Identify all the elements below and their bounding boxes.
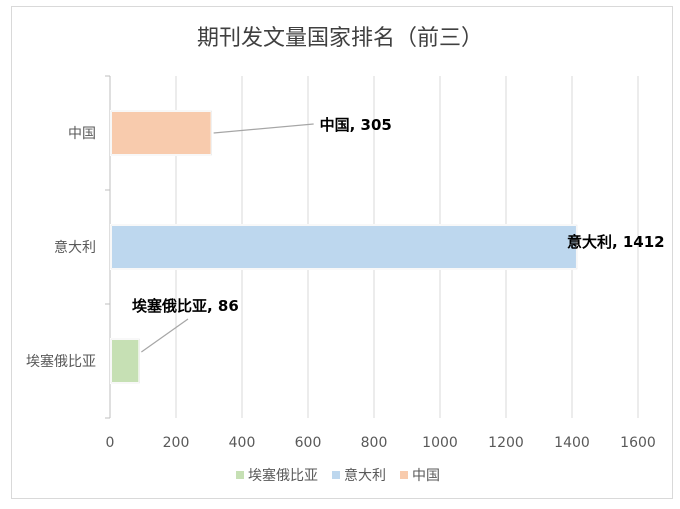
bar-outline <box>110 110 212 156</box>
x-tick-label: 200 <box>163 435 190 451</box>
bar-outline <box>110 224 578 270</box>
x-tick-label: 0 <box>106 435 115 451</box>
x-tick-label: 600 <box>295 435 322 451</box>
x-tick-label: 1400 <box>554 435 590 451</box>
leader-lines <box>141 123 314 353</box>
x-tick-label: 800 <box>361 435 388 451</box>
category-label: 意大利 <box>54 239 96 256</box>
category-label: 中国 <box>68 126 96 142</box>
x-tick-label: 1000 <box>422 435 458 451</box>
category-labels: 埃塞俄比亚 意大利 中国 <box>26 126 96 370</box>
legend-swatch <box>400 471 408 479</box>
legend: 埃塞俄比亚 意大利 中国 <box>236 467 440 484</box>
bars <box>110 110 578 384</box>
data-label: 意大利, 1412 <box>567 233 665 251</box>
bar <box>110 224 578 270</box>
x-tick-label: 400 <box>229 435 256 451</box>
legend-label: 埃塞俄比亚 <box>248 467 318 484</box>
bar <box>110 338 141 384</box>
legend-label: 中国 <box>412 468 440 484</box>
legend-swatch <box>236 471 244 479</box>
x-tick-label: 1600 <box>620 435 656 451</box>
category-axis <box>105 75 111 419</box>
data-label: 中国, 305 <box>320 116 392 134</box>
x-tick-labels: 0 200 400 600 800 1000 1200 1400 1600 <box>106 435 656 451</box>
legend-label: 意大利 <box>344 467 386 484</box>
bar-outline <box>110 338 140 384</box>
legend-swatch <box>332 471 340 479</box>
data-label: 埃塞俄比亚, 86 <box>132 297 239 315</box>
chart-title: 期刊发文量国家排名（前三） <box>196 26 483 51</box>
x-tick-label: 1200 <box>488 435 524 451</box>
leader-line <box>141 318 189 353</box>
leader-line <box>213 123 314 134</box>
bar <box>110 110 213 156</box>
data-labels: 埃塞俄比亚, 86 意大利, 1412 中国, 305 <box>132 116 665 315</box>
category-label: 埃塞俄比亚 <box>26 353 96 370</box>
